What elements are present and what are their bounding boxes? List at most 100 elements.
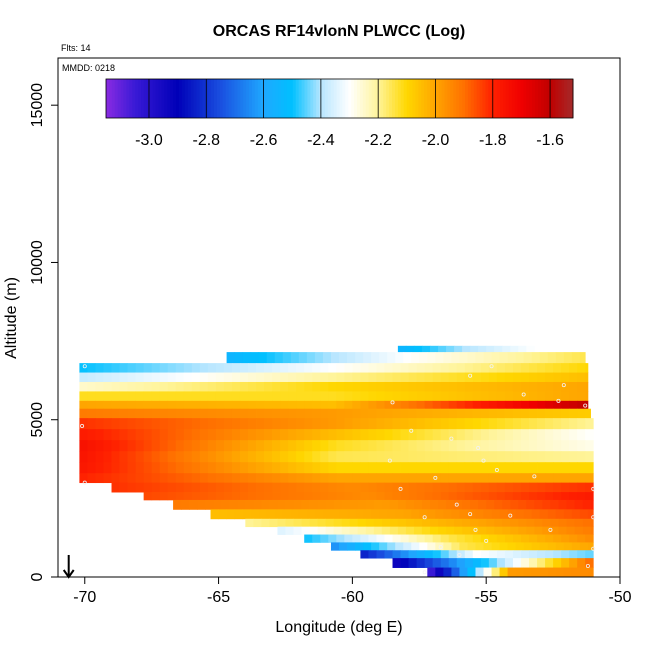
heatmap-cell [569,558,578,568]
heatmap-cell [103,363,112,373]
heatmap-cell [330,509,340,520]
heatmap-cell [392,408,401,419]
heatmap-cell [421,518,431,528]
heatmap-cell [231,391,241,402]
heatmap-cell [387,509,396,520]
heatmap-cell [314,509,324,520]
heatmap-cell [523,352,533,364]
heatmap-cell [577,429,586,441]
heatmap-cell [561,429,570,441]
heatmap-cell [424,381,434,392]
colorbar-swatch [561,79,565,118]
heatmap-cell [462,526,471,535]
heatmap-cell [151,408,161,419]
heatmap-cell [537,429,546,441]
heatmap-cell [569,492,578,501]
heatmap-cell [320,429,329,441]
heatmap-cell [151,462,161,474]
heatmap-cell [569,451,578,463]
heatmap-cell [585,408,591,419]
heatmap-cell [167,473,177,484]
heatmap-cell [215,492,225,501]
heatmap-cell [191,482,201,493]
heatmap-cell [392,550,401,559]
heatmap-cell [336,473,345,484]
heatmap-cell [151,363,161,373]
heatmap-cell [325,518,335,528]
heatmap-cell [175,451,185,463]
heatmap-cell [183,363,193,373]
heatmap-cell [571,542,581,551]
heatmap-cell [261,518,270,528]
heatmap-cell [459,567,468,578]
heatmap-cell [280,492,289,501]
heatmap-cell [384,492,393,501]
heatmap-cell [264,418,273,430]
colorbar-swatch [339,79,343,118]
heatmap-cell [352,440,361,452]
heatmap-cell [547,352,557,364]
heatmap-cell [312,400,321,410]
colorbar-swatch [397,79,402,118]
heatmap-cell [496,363,506,373]
heatmap-cell [429,526,439,535]
heatmap-cell [571,352,581,364]
heatmap-cell [111,381,120,392]
colorbar-swatch [275,79,279,118]
heatmap-cell [207,381,217,392]
heatmap-cell [159,492,169,501]
colorbar-swatch [564,79,568,118]
heatmap-cell [87,451,96,463]
heatmap-cell [545,381,554,392]
colorbar-swatch [111,79,116,118]
heatmap-cell [239,451,249,463]
heatmap-cell [451,352,460,364]
heatmap-cell [103,408,112,419]
colorbar-swatch [543,79,548,118]
heatmap-cell [368,440,377,452]
colorbar-swatch [529,79,533,118]
colorbar-swatch [520,79,524,118]
heatmap-cell [167,381,177,392]
heatmap-cell [87,400,96,410]
heatmap-cell [395,352,404,364]
colorbar-swatch [570,79,574,118]
heatmap-cell [405,526,415,535]
heatmap-cell [376,391,385,402]
y-tick-label: 10000 [29,240,46,285]
heatmap-cell [336,391,345,402]
heatmap-cell [320,381,329,392]
heatmap-cell [472,372,482,383]
heatmap-cell [561,363,570,373]
heatmap-cell [79,462,88,474]
heatmap-cell [119,482,128,493]
heatmap-cell [456,451,466,463]
heatmap-cell [261,499,270,510]
heatmap-cell [387,352,396,364]
heatmap-cell [360,363,369,373]
heatmap-cell [585,462,594,474]
heatmap-cell [328,381,337,392]
heatmap-cell [539,509,549,520]
heatmap-cell [242,509,252,520]
heatmap-cell [577,473,586,484]
heatmap-cell [462,518,471,528]
heatmap-cell [231,462,241,474]
heatmap-cell [392,462,401,474]
heatmap-cell [510,518,519,528]
heatmap-cell [496,550,506,559]
heatmap-cell [408,550,418,559]
colorbar-swatch [400,79,405,118]
heatmap-cell [239,473,249,484]
heatmap-cell [368,492,377,501]
sample-point [583,403,588,408]
heatmap-cell [304,462,313,474]
heatmap-cell [464,418,474,430]
heatmap-cell [529,482,538,493]
heatmap-cell [387,542,396,551]
heatmap-cell [127,408,137,419]
heatmap-cell [392,451,401,463]
heatmap-cell [577,482,586,493]
heatmap-cell [537,482,546,493]
